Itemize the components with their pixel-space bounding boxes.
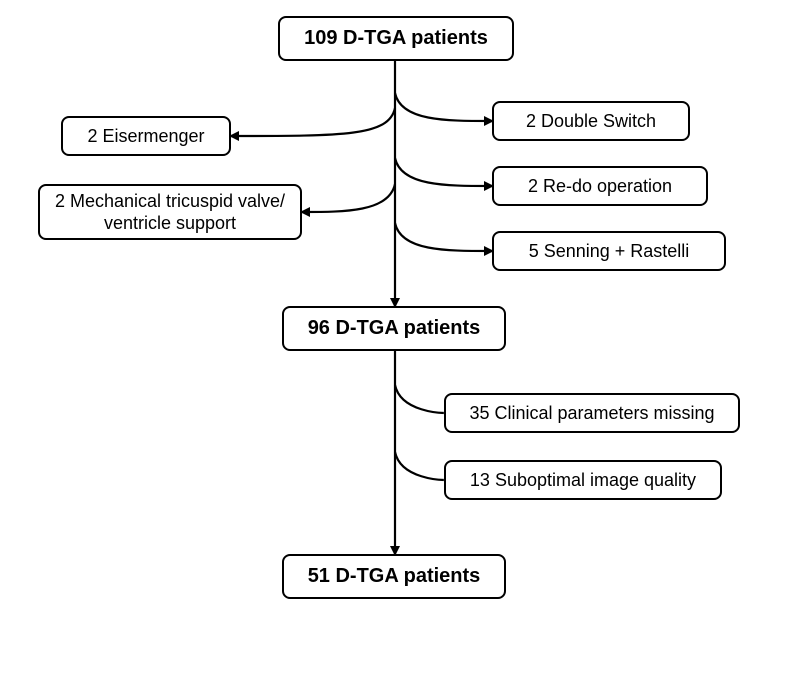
node-senning-rastelli: 5 Senning + Rastelli <box>492 231 726 271</box>
node-mechanical-tricuspid: 2 Mechanical tricuspid valve/ ventricle … <box>38 184 302 240</box>
node-51-patients: 51 D-TGA patients <box>282 554 506 599</box>
node-eisermenger: 2 Eisermenger <box>61 116 231 156</box>
flowchart-canvas: 109 D-TGA patients 2 Eisermenger 2 Mecha… <box>0 0 790 687</box>
node-label: 2 Mechanical tricuspid valve/ ventricle … <box>50 190 290 235</box>
node-suboptimal-image: 13 Suboptimal image quality <box>444 460 722 500</box>
node-label: 2 Eisermenger <box>87 125 204 148</box>
node-redo-operation: 2 Re-do operation <box>492 166 708 206</box>
node-label: 5 Senning + Rastelli <box>529 240 690 263</box>
node-label: 96 D-TGA patients <box>308 316 481 341</box>
node-label: 51 D-TGA patients <box>308 564 481 589</box>
node-clinical-missing: 35 Clinical parameters missing <box>444 393 740 433</box>
node-label: 35 Clinical parameters missing <box>469 402 714 425</box>
node-label: 2 Double Switch <box>526 110 656 133</box>
node-label: 13 Suboptimal image quality <box>470 469 696 492</box>
node-109-patients: 109 D-TGA patients <box>278 16 514 61</box>
node-96-patients: 96 D-TGA patients <box>282 306 506 351</box>
node-label: 2 Re-do operation <box>528 175 672 198</box>
node-label: 109 D-TGA patients <box>304 26 488 51</box>
node-double-switch: 2 Double Switch <box>492 101 690 141</box>
